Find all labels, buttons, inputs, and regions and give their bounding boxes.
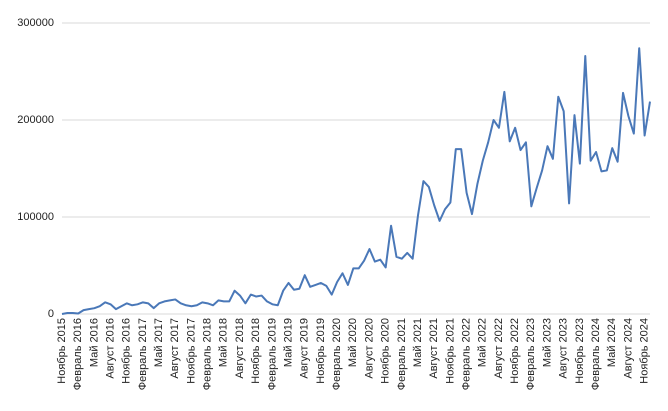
x-tick-label: Февраль 2019 <box>266 318 278 390</box>
x-tick-label: Август 2018 <box>234 318 246 379</box>
x-tick-label: Август 2022 <box>493 318 505 379</box>
x-tick-label: Май 2016 <box>88 318 100 367</box>
x-tick-label: Август 2021 <box>428 318 440 379</box>
x-tick-label: Август 2017 <box>169 318 181 379</box>
x-tick-label: Ноябрь 2020 <box>380 318 392 384</box>
x-tick-label: Май 2024 <box>606 318 618 367</box>
x-tick-label: Ноябрь 2021 <box>444 318 456 384</box>
x-tick-label: Август 2019 <box>299 318 311 379</box>
x-tick-label: Ноябрь 2017 <box>185 318 197 384</box>
x-tick-label: Август 2023 <box>558 318 570 379</box>
x-tick-label: Ноябрь 2022 <box>509 318 521 384</box>
y-tick-label: 300000 <box>17 17 54 29</box>
x-tick-label: Август 2016 <box>104 318 116 379</box>
x-tick-label: Ноябрь 2015 <box>56 318 68 384</box>
x-tick-label: Февраль 2017 <box>137 318 149 390</box>
x-tick-label: Май 2022 <box>477 318 489 367</box>
y-tick-label: 100000 <box>17 211 54 223</box>
x-tick-label: Ноябрь 2023 <box>574 318 586 384</box>
x-tick-label: Ноябрь 2018 <box>250 318 262 384</box>
x-tick-label: Февраль 2022 <box>460 318 472 390</box>
x-tick-label: Ноябрь 2019 <box>315 318 327 384</box>
x-tick-label: Май 2023 <box>541 318 553 367</box>
x-tick-label: Август 2020 <box>363 318 375 379</box>
x-tick-label: Май 2021 <box>412 318 424 367</box>
y-tick-label: 200000 <box>17 114 54 126</box>
x-tick-label: Август 2024 <box>622 318 634 379</box>
x-tick-label: Май 2017 <box>153 318 165 367</box>
x-tick-label: Ноябрь 2016 <box>121 318 133 384</box>
x-tick-label: Февраль 2018 <box>202 318 214 390</box>
x-tick-label: Февраль 2023 <box>525 318 537 390</box>
x-tick-label: Май 2018 <box>218 318 230 367</box>
x-tick-label: Февраль 2020 <box>331 318 343 390</box>
x-tick-label: Февраль 2016 <box>72 318 84 390</box>
x-tick-label: Май 2019 <box>282 318 294 367</box>
x-tick-label: Ноябрь 2024 <box>639 318 651 384</box>
x-tick-label: Февраль 2021 <box>396 318 408 390</box>
data-line <box>61 47 651 315</box>
y-tick-label: 0 <box>48 308 54 320</box>
x-tick-label: Май 2020 <box>347 318 359 367</box>
x-tick-label: Февраль 2024 <box>590 318 602 390</box>
